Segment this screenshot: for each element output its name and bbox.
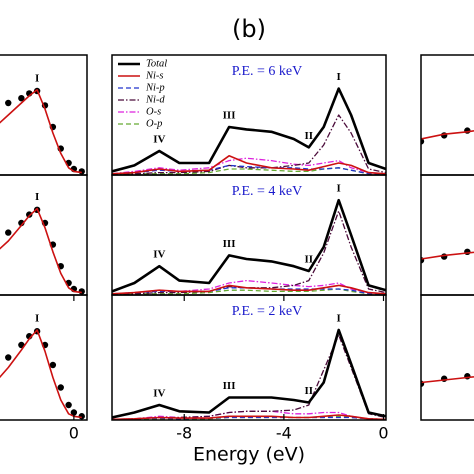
series-line	[112, 210, 386, 295]
series-line	[112, 157, 386, 175]
panel-frame	[420, 294, 474, 421]
series-line	[112, 416, 386, 420]
data-point	[18, 95, 25, 102]
peak-label: III	[223, 110, 236, 122]
series-line	[112, 414, 386, 420]
data-point	[5, 354, 12, 361]
legend-label: O-p	[146, 118, 162, 129]
data-point	[78, 288, 85, 295]
series-line	[0, 329, 82, 419]
peak-label: I	[337, 183, 341, 195]
series-line	[0, 89, 82, 174]
peak-label: I	[35, 313, 39, 325]
data-point	[464, 248, 471, 255]
panel-frame	[0, 54, 88, 176]
series-line	[112, 288, 386, 295]
peak-label: I	[35, 191, 39, 203]
peak-label: I	[35, 72, 39, 84]
series-line	[112, 410, 386, 420]
series-line	[112, 287, 386, 295]
annotation: P.E. = 6 keV	[232, 64, 303, 79]
series-line	[112, 198, 386, 293]
series-line	[112, 87, 386, 173]
data-point	[65, 401, 72, 409]
data-point	[78, 168, 85, 175]
data-point	[421, 138, 425, 145]
series-line	[112, 114, 386, 175]
annotation: P.E. = 2 keV	[232, 304, 303, 319]
peak-label: IV	[153, 134, 165, 146]
legend-label: O-s	[146, 106, 161, 117]
data-point	[5, 229, 12, 236]
data-point	[49, 361, 57, 369]
peak-label: III	[223, 238, 236, 250]
series-line	[112, 328, 386, 419]
x-tick-label: -8	[176, 424, 192, 443]
peak-label: II	[305, 254, 314, 266]
peak-label: II	[305, 130, 314, 142]
x-tick-label: -4	[276, 424, 292, 443]
data-point	[57, 384, 64, 391]
data-point	[26, 211, 33, 218]
peak-label: III	[223, 380, 236, 392]
panel-frame	[111, 294, 387, 421]
series-line	[421, 129, 474, 140]
panel-frame	[420, 54, 474, 176]
x-tick-label: 0	[69, 424, 79, 443]
series-line	[112, 155, 386, 175]
series-line	[421, 251, 474, 260]
x-tick-label: 0	[378, 424, 388, 443]
panel-frame	[0, 294, 88, 421]
peak-label: IV	[153, 249, 165, 261]
data-point	[70, 409, 78, 416]
panel-label: (b)	[232, 15, 266, 43]
data-point	[78, 413, 85, 420]
annotation: P.E. = 4 keV	[232, 184, 303, 199]
peak-label: I	[337, 71, 341, 83]
legend-label: Ni-d	[145, 94, 165, 105]
data-point	[5, 99, 12, 107]
legend-label: Ni-s	[145, 70, 164, 81]
data-point	[440, 253, 448, 260]
series-line	[0, 207, 82, 294]
panel-frame	[420, 174, 474, 296]
peak-label: II	[305, 385, 314, 397]
legend-label: Total	[146, 58, 167, 69]
series-line	[112, 284, 386, 295]
data-point	[464, 127, 471, 134]
legend-label: Ni-p	[145, 82, 165, 93]
series-line	[421, 375, 474, 384]
peak-label: I	[337, 313, 341, 325]
x-axis-label: Energy (eV)	[193, 444, 305, 466]
peak-label: IV	[153, 388, 165, 400]
